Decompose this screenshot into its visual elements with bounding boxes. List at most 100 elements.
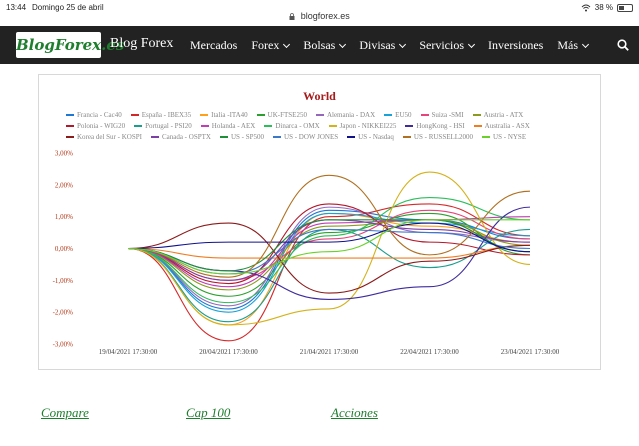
legend-label: EU50	[395, 111, 412, 119]
legend-item[interactable]: Dinarca - OMX	[264, 121, 320, 131]
series-line[interactable]	[127, 219, 531, 272]
legend-item[interactable]: US - Nasdaq	[347, 132, 394, 142]
legend-swatch	[347, 136, 356, 138]
legend-swatch	[256, 114, 265, 116]
series-line[interactable]	[127, 219, 531, 291]
y-tick-label: 0,00%	[55, 245, 73, 253]
series-line[interactable]	[127, 228, 531, 323]
link-compare[interactable]: Compare	[41, 405, 89, 420]
series-line[interactable]	[127, 222, 531, 294]
address-bar[interactable]: blogforex.es	[0, 11, 639, 21]
battery-percent: 38 %	[594, 3, 613, 12]
y-tick-label: 1,00%	[55, 213, 73, 221]
legend-item[interactable]: Australia - ASX	[473, 121, 530, 131]
legend-item[interactable]: UK-FTSE250	[256, 110, 307, 120]
legend-label: Alemania - DAX	[326, 111, 376, 119]
legend-item[interactable]: Austria - ATX	[472, 110, 524, 120]
chart-title: World	[303, 89, 336, 103]
legend-item[interactable]: Italia -ITA40	[200, 110, 248, 120]
status-time: 13:44	[6, 3, 27, 12]
url-text: blogforex.es	[300, 11, 350, 21]
legend-swatch	[264, 125, 273, 127]
menu-item-inversiones[interactable]: Inversiones	[488, 38, 544, 52]
legend-item[interactable]: Canada - OSPTX	[150, 132, 211, 142]
x-tick-label: 19/04/2021 17:30:00	[99, 348, 158, 356]
series-line[interactable]	[127, 212, 531, 313]
legend-label: Francia - Cac40	[77, 111, 122, 119]
series-line[interactable]	[127, 209, 531, 310]
legend-label: Holanda - AEX	[211, 122, 256, 130]
series-line[interactable]	[127, 197, 531, 304]
legend-label: US - DOW JONES	[284, 133, 339, 141]
menu-item-mercados[interactable]: Mercados	[190, 38, 238, 52]
legend-swatch	[472, 114, 481, 116]
y-tick-label: -1,00%	[53, 277, 74, 285]
series-line[interactable]	[127, 203, 531, 285]
legend-swatch	[66, 114, 74, 116]
legend-item[interactable]: Korea del Sur - KOSPI	[66, 132, 142, 142]
y-tick-label: -2,00%	[53, 309, 74, 317]
lock-icon	[289, 13, 295, 20]
legend-item[interactable]: Suiza -SMI	[420, 110, 464, 120]
legend-swatch	[150, 136, 159, 138]
site-brand[interactable]: Blog Forex	[110, 36, 174, 51]
x-tick-label: 21/04/2021 17:30:00	[300, 348, 359, 356]
legend-swatch	[482, 136, 491, 138]
y-tick-label: -3,00%	[53, 341, 74, 349]
legend-item[interactable]: Alemania - DAX	[315, 110, 376, 120]
legend-swatch	[273, 136, 282, 138]
search-icon[interactable]	[617, 39, 629, 51]
legend-item[interactable]: US - NYSE	[482, 132, 526, 142]
legend-item[interactable]: Polonia - WIG20	[66, 121, 125, 131]
legend-swatch	[405, 125, 414, 127]
series-line[interactable]	[127, 212, 531, 297]
site-logo[interactable]: BlogForex.es	[16, 32, 124, 58]
battery-icon	[617, 3, 633, 12]
x-tick-label: 23/04/2021 17:30:00	[501, 348, 560, 356]
main-menu: Mercados Forex Bolsas Divisas Servicios …	[190, 38, 602, 53]
menu-item-servicios[interactable]: Servicios	[419, 38, 476, 53]
link-acciones[interactable]: Acciones	[331, 405, 378, 420]
legend-item[interactable]: EU50	[384, 110, 412, 120]
legend-item[interactable]: Francia - Cac40	[66, 110, 122, 120]
legend-label: HongKong - HSI	[416, 122, 465, 130]
legend-item[interactable]: US - RUSSELL2000	[402, 132, 474, 142]
menu-item-forex[interactable]: Forex	[251, 38, 291, 53]
series-line[interactable]	[127, 171, 531, 326]
legend-swatch	[328, 125, 337, 127]
legend-swatch	[473, 125, 482, 127]
legend-label: Dinarca - OMX	[275, 122, 320, 130]
wifi-icon	[581, 4, 591, 11]
legend-label: Portugal - PSI20	[145, 122, 192, 130]
legend-label: US - RUSSELL2000	[413, 133, 474, 141]
legend-item[interactable]: Japon - NIKKEI225	[328, 121, 397, 131]
legend-label: Japon - NIKKEI225	[339, 122, 397, 130]
status-bar: 13:44 Domingo 25 de abril blogforex.es 3…	[0, 0, 639, 26]
legend-swatch	[66, 125, 74, 127]
legend-item[interactable]: España - IBEX35	[130, 110, 191, 120]
legend-label: US - NYSE	[493, 133, 527, 141]
legend-item[interactable]: Portugal - PSI20	[134, 121, 192, 131]
legend-label: Polonia - WIG20	[77, 122, 126, 130]
menu-item-bolsas[interactable]: Bolsas	[303, 38, 347, 53]
legend-swatch	[420, 114, 429, 116]
menu-item-mas[interactable]: Más	[557, 38, 590, 53]
menu-item-divisas[interactable]: Divisas	[359, 38, 407, 53]
legend-item[interactable]: Holanda - AEX	[200, 121, 256, 131]
series-line[interactable]	[127, 244, 531, 259]
legend-swatch	[402, 136, 411, 138]
legend-item[interactable]: HongKong - HSI	[405, 121, 465, 131]
link-cap-100[interactable]: Cap 100	[186, 405, 231, 420]
legend-swatch	[134, 125, 143, 127]
legend-swatch	[200, 114, 209, 116]
series-line[interactable]	[127, 222, 531, 253]
series-line[interactable]	[127, 174, 531, 278]
series-line[interactable]	[127, 206, 531, 307]
legend-label: UK-FTSE250	[267, 111, 307, 119]
series-line[interactable]	[127, 219, 530, 275]
legend-label: Austria - ATX	[483, 111, 524, 119]
legend-item[interactable]: US - SP500	[219, 132, 264, 142]
legend-item[interactable]: US - DOW JONES	[273, 132, 338, 142]
legend-label: Canada - OSPTX	[161, 133, 211, 141]
